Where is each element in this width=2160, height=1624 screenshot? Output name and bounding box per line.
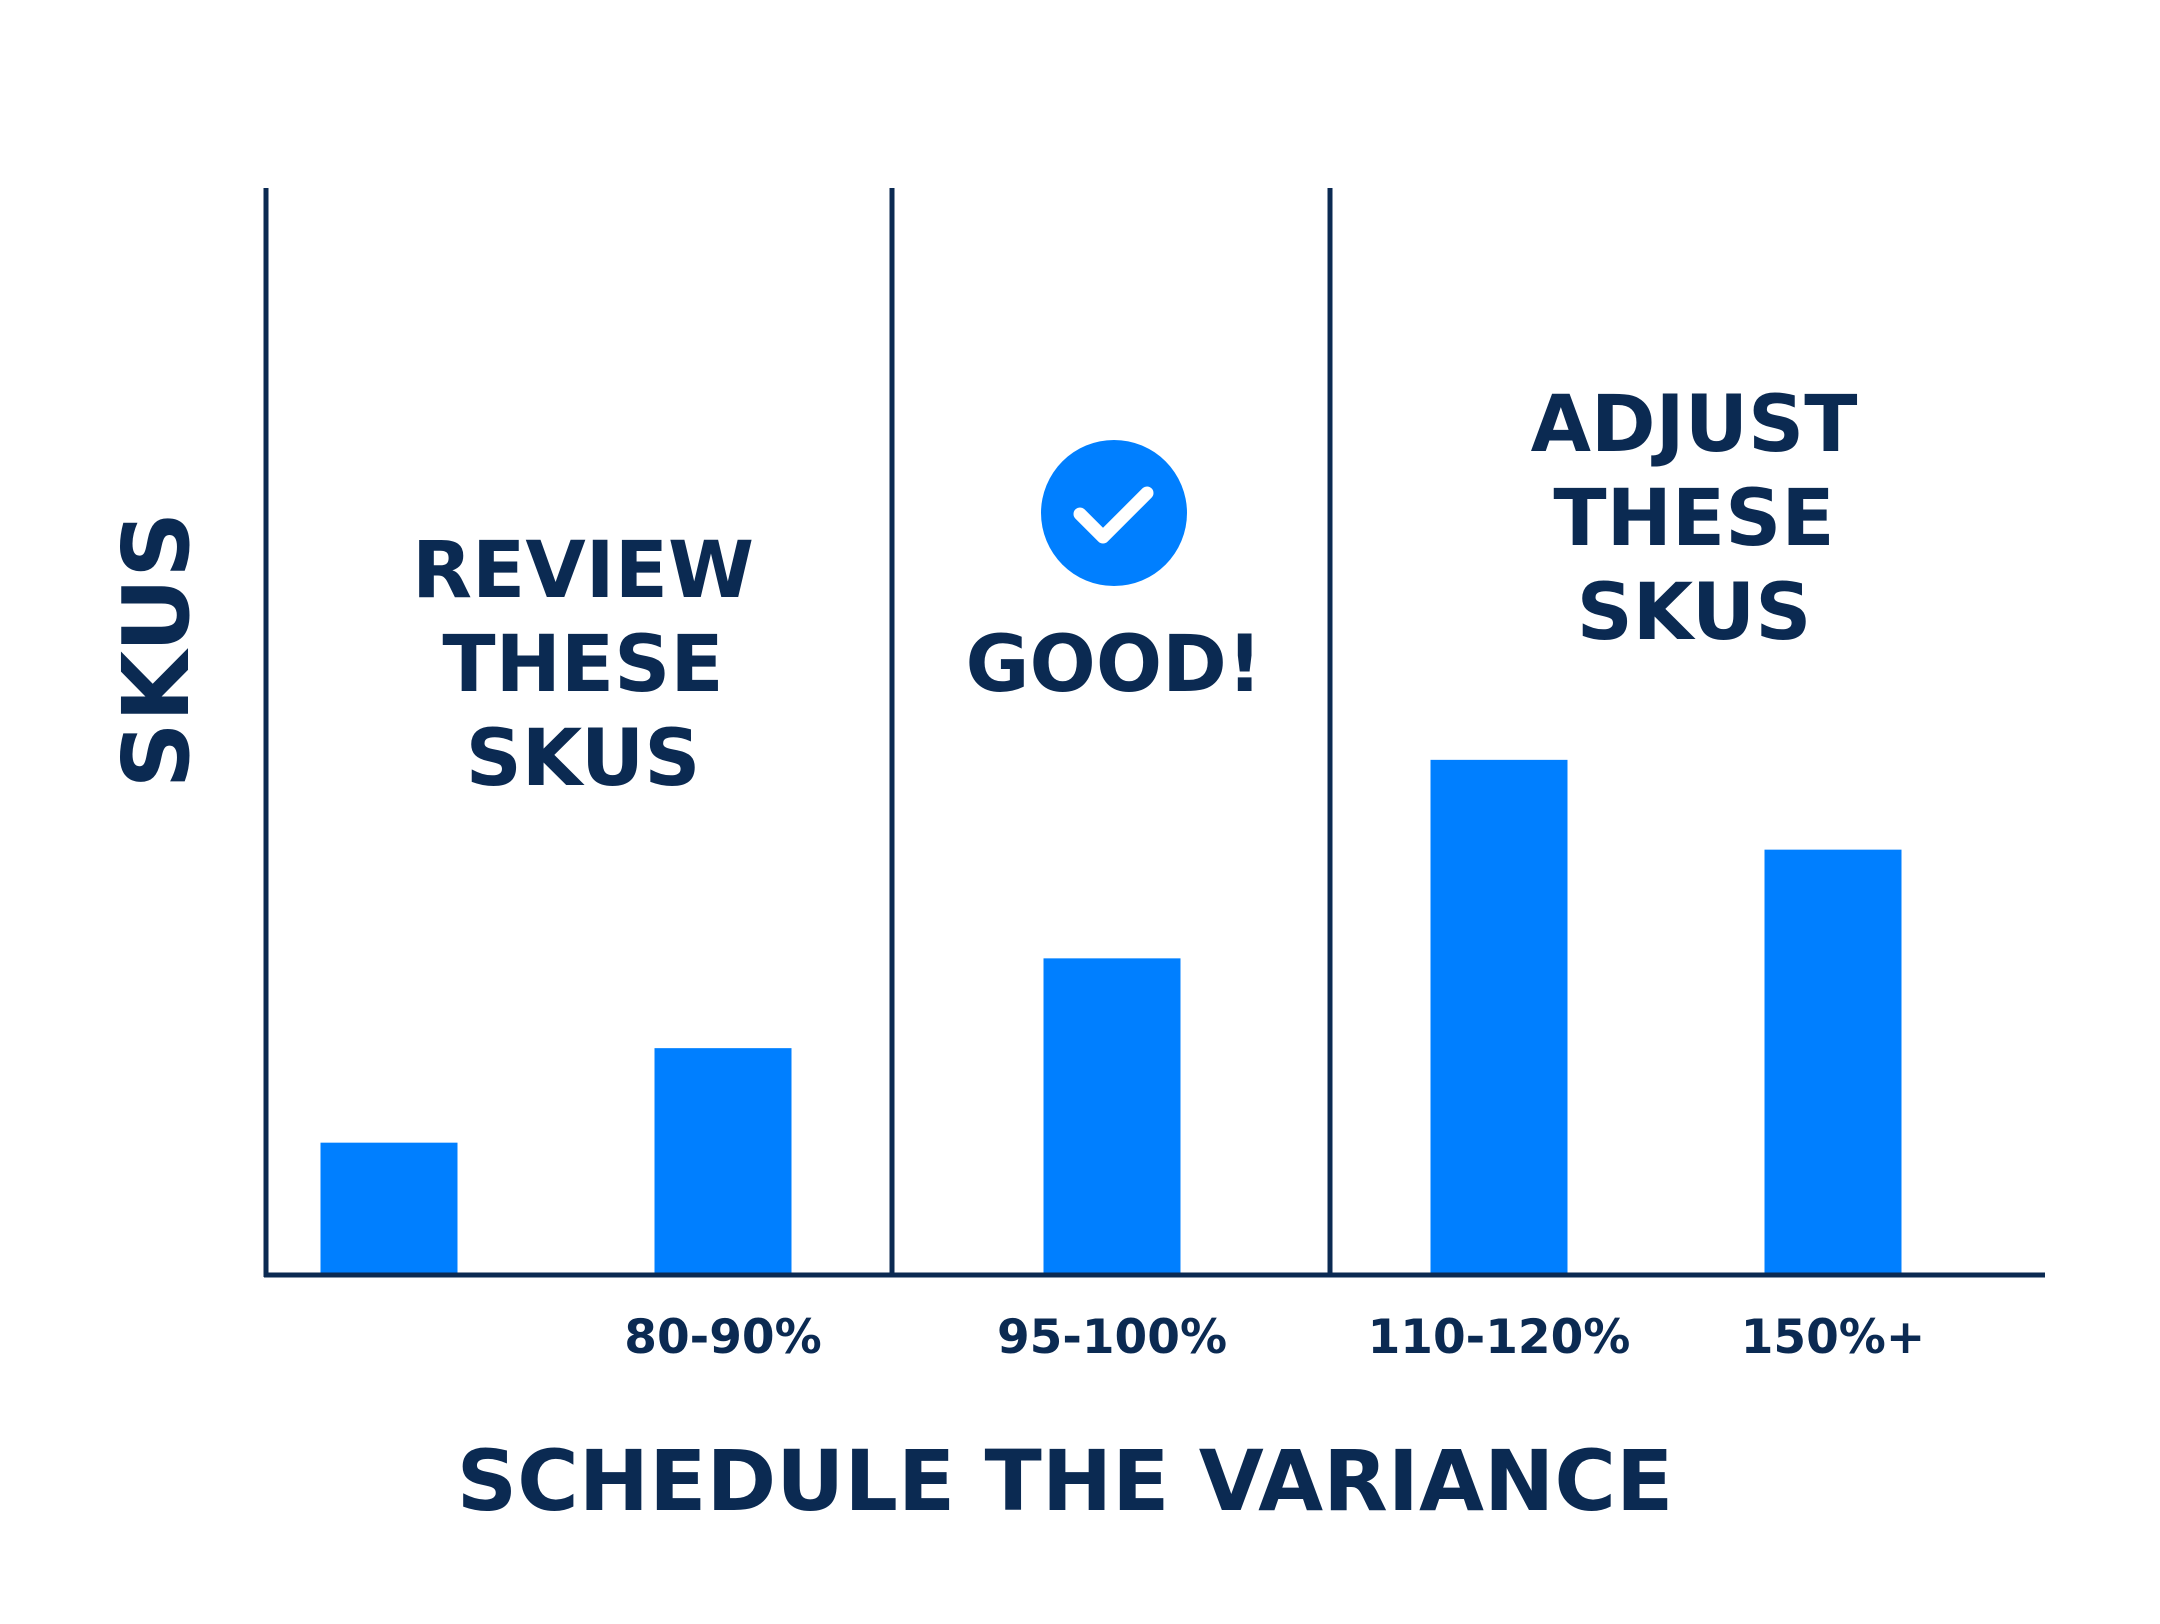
zone-adjust-label-line-3: SKUS [1577,568,1812,658]
zone-dividers [889,188,1333,1275]
x-axis-label: SCHEDULE THE VARIANCE [457,1432,1674,1530]
tick-label-110-120%: 110-120% [1368,1310,1631,1365]
axes [263,188,2045,1278]
zone-review-label-line-3: SKUS [466,714,701,804]
tick-label-80-90%: 80-90% [624,1310,821,1365]
tick-label-150%+: 150%+ [1741,1310,1926,1365]
tick-labels: 80-90% 95-100% 110-120% 150%+ [624,1310,1925,1365]
check-circle-icon [1041,440,1187,586]
bar-110-120% [1430,759,1568,1275]
zone-review-label-line-2: THESE [442,620,723,710]
zone-adjust-label-line-2: THESE [1553,474,1834,564]
zone-good-label-line-1: GOOD! [966,620,1263,710]
bars [320,759,1902,1275]
bar-95-100% [1043,958,1181,1275]
zone-review-label-line-1: REVIEW [412,526,754,616]
tick-label-95-100%: 95-100% [997,1310,1227,1365]
zone-adjust-label-line-1: ADJUST [1531,380,1858,470]
bar-unlabeled [320,1142,458,1275]
y-axis-label: SKUS [103,512,210,789]
bar-150%+ [1764,849,1902,1275]
bar-80-90% [654,1048,792,1275]
